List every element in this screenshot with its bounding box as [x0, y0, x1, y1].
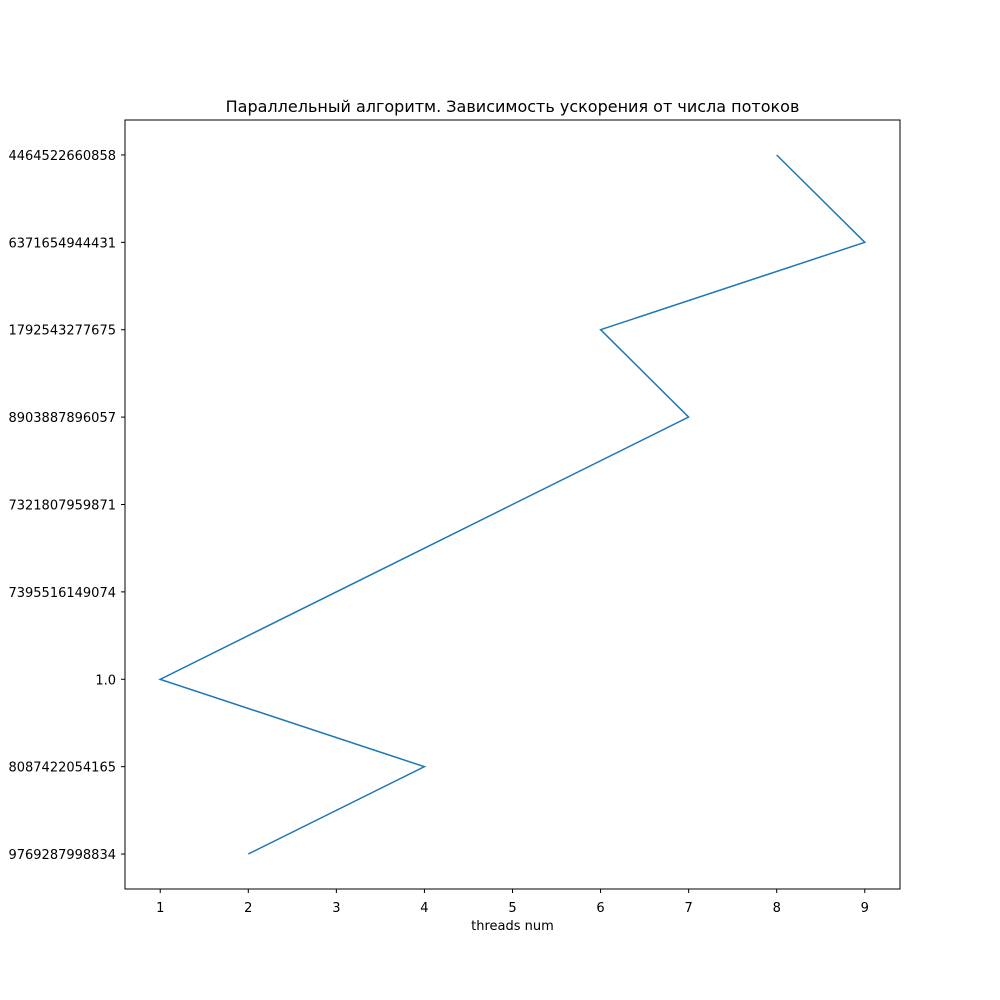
y-tick-label: 8903887896057 [8, 411, 116, 426]
x-tick-label: 8 [773, 901, 781, 916]
plot-area [158, 154, 867, 855]
y-tick-label: 8087422054165 [8, 761, 116, 776]
y-tick-label: 1792543277675 [8, 324, 116, 339]
y-tick-label: 9769287998834 [8, 848, 116, 863]
y-axis: 9769287998834 8087422054165 1.0 73955161490… [8, 149, 125, 863]
x-axis-label: threads num [471, 919, 554, 934]
x-tick-label: 1 [156, 901, 164, 916]
x-tick-label: 5 [508, 901, 516, 916]
x-axis: 1 2 3 4 5 6 7 8 9 [156, 889, 869, 916]
y-tick-label: 1.0 [95, 673, 116, 688]
y-tick-label: 4464522660858 [8, 149, 116, 164]
x-tick-label: 7 [684, 901, 692, 916]
x-tick-label: 9 [861, 901, 869, 916]
y-tick-label: 7395516149074 [8, 586, 116, 601]
chart-title: Параллельный алгоритм. Зависимость ускор… [226, 97, 800, 116]
x-tick-label: 4 [420, 901, 428, 916]
series-line-0 [158, 154, 867, 855]
x-tick-label: 3 [332, 901, 340, 916]
x-tick-label: 6 [596, 901, 604, 916]
y-tick-label: 6371654944431 [8, 236, 116, 251]
y-tick-label: 7321807959871 [8, 499, 116, 514]
x-tick-label: 2 [244, 901, 252, 916]
